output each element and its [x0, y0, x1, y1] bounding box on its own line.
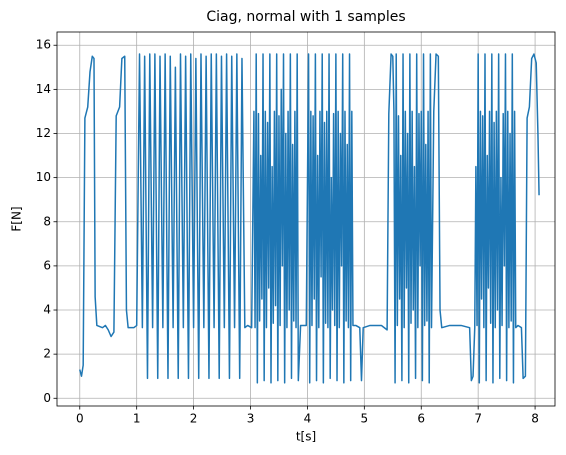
y-axis-label: F[N] — [10, 206, 24, 231]
y-tick-label: 6 — [43, 258, 51, 272]
y-tick-label: 8 — [43, 214, 51, 228]
x-tick-label: 0 — [76, 412, 84, 426]
x-axis-label: t[s] — [296, 430, 316, 444]
x-tick-label: 8 — [531, 412, 539, 426]
x-tick-label: 4 — [304, 412, 312, 426]
y-tick-label: 2 — [43, 347, 51, 361]
x-tick-label: 3 — [247, 412, 255, 426]
y-tick-label: 4 — [43, 303, 51, 317]
chart-title: Ciag, normal with 1 samples — [206, 9, 405, 25]
x-tick-label: 5 — [361, 412, 369, 426]
y-tick-label: 0 — [43, 391, 51, 405]
x-tick-label: 6 — [417, 412, 425, 426]
y-tick-label: 12 — [36, 126, 51, 140]
axes-frame — [56, 31, 556, 407]
y-tick-label: 10 — [36, 170, 51, 184]
y-tick-label: 14 — [36, 82, 51, 96]
x-tick-label: 1 — [133, 412, 141, 426]
y-tick-label: 16 — [36, 38, 51, 52]
x-tick-label: 7 — [474, 412, 482, 426]
data-line — [79, 53, 540, 384]
x-tick-label: 2 — [190, 412, 198, 426]
